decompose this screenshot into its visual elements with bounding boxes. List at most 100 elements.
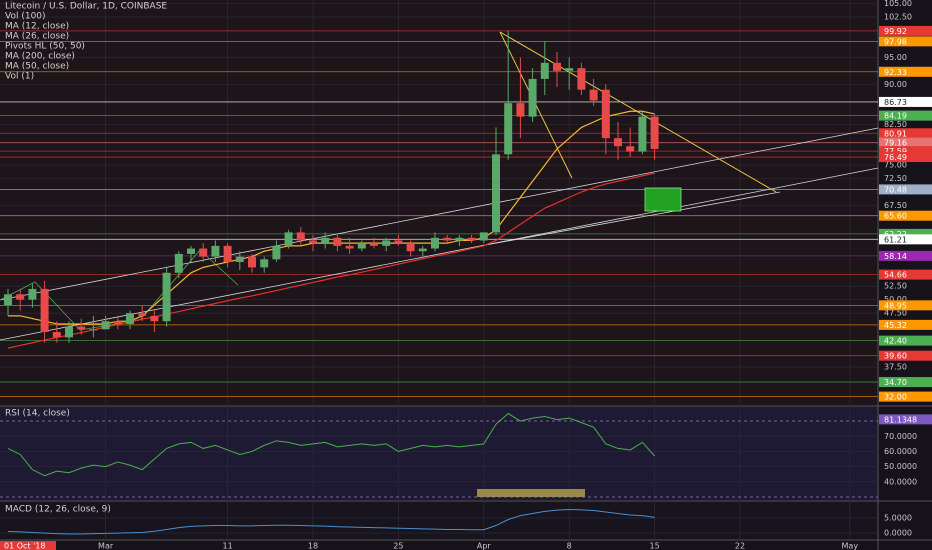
level-label: 84.19 (884, 112, 907, 121)
rsi-pane (0, 407, 878, 500)
candle-body (370, 243, 378, 246)
level-label: 99.92 (884, 27, 907, 36)
candle-body (577, 68, 586, 90)
legend-item: Pivots HL (50, 50) (5, 42, 85, 52)
y-tick-label: 40.0000 (884, 477, 917, 486)
x-tick-label: May (842, 542, 859, 550)
candle-body (614, 138, 622, 147)
level-tag (879, 300, 932, 311)
candle-body (223, 245, 232, 262)
candle-body (406, 243, 415, 252)
candle-body (101, 321, 110, 330)
candle-body (431, 237, 439, 249)
indicator-line (7, 412, 655, 477)
level-tag (879, 25, 932, 36)
candle-body (52, 331, 61, 338)
level-label: 45.32 (884, 321, 907, 330)
chart-title: Litecoin / U.S. Dollar, 1D, COINBASE (5, 2, 167, 12)
level-label: 61.21 (884, 235, 907, 244)
y-tick-label: 72.50 (884, 174, 907, 183)
pane-title: MACD (12, 26, close, 9) (5, 505, 111, 515)
level-tag (879, 335, 932, 346)
candle-body (40, 288, 49, 332)
indicator-line (7, 509, 655, 535)
x-tick-label: 18 (308, 542, 318, 550)
marks (4, 30, 659, 535)
legend-item: Vol (1) (5, 72, 34, 82)
level-tag (879, 146, 932, 157)
level-label: 77.59 (884, 147, 907, 156)
candle-body (296, 232, 305, 241)
candle-body (626, 146, 635, 152)
drawings (0, 31, 879, 498)
level-tag (879, 184, 932, 195)
candle-body (418, 248, 427, 252)
y-tick-label: 95.00 (884, 53, 907, 62)
level-tag (879, 228, 932, 239)
macd-pane (0, 502, 878, 540)
candle-body (443, 237, 452, 241)
y-tick-label: 37.50 (884, 362, 907, 371)
level-tag (879, 269, 932, 280)
y-tick-label: 0.0000 (884, 529, 912, 538)
candle-body (16, 294, 25, 300)
channel-line (0, 167, 879, 341)
candle-body (260, 259, 269, 268)
date-label: 01 Oct '18 (4, 542, 45, 550)
y-tick-label: 60.0000 (884, 447, 917, 456)
legend-item: MA (12, close) (5, 22, 69, 32)
candle-body (601, 89, 610, 139)
x-tick-label: 11 (223, 542, 233, 550)
y-tick-label: 47.50 (884, 309, 907, 318)
candle-body (150, 315, 159, 322)
level-label: 86.73 (884, 98, 907, 107)
level-tag (879, 414, 932, 425)
candle-body (479, 232, 488, 241)
target-box (644, 187, 682, 212)
candle-body (650, 116, 659, 149)
candle-body (455, 237, 464, 241)
level-tag (879, 210, 932, 221)
candle-body (235, 256, 244, 262)
x-tick-label: 8 (567, 542, 572, 550)
price-pane (0, 0, 878, 405)
level-tag (879, 36, 932, 47)
candle-body (126, 313, 134, 324)
candle-body (528, 78, 537, 117)
y-tick-label: 75.00 (884, 161, 907, 170)
candle-body (589, 89, 598, 101)
y-tick-label: 50.0000 (884, 462, 917, 471)
level-label: 48.95 (884, 301, 907, 310)
channel-line (0, 127, 879, 301)
x-tick-label: Mar (98, 542, 114, 550)
candle-body (333, 237, 342, 246)
level-label: 70.48 (884, 185, 907, 194)
y-tick-label: 67.50 (884, 201, 907, 210)
x-tick-label: 15 (650, 542, 660, 550)
candle-body (492, 154, 500, 233)
candle-body (89, 329, 98, 331)
candle-body (382, 240, 391, 246)
level-tag (879, 391, 932, 402)
level-label: 39.60 (884, 352, 907, 361)
candle-body (467, 237, 476, 241)
y-tick-label: 90.00 (884, 80, 907, 89)
level-tag (879, 96, 932, 107)
level-tag (879, 250, 932, 261)
channel-line (479, 191, 781, 247)
candle-body (65, 326, 73, 338)
y-tick-label: 105.00 (884, 0, 912, 8)
level-label: 42.40 (884, 337, 907, 346)
candle-body (174, 253, 183, 273)
candle-body (248, 256, 256, 268)
candle-body (345, 245, 354, 249)
y-tick-label: 5.0000 (884, 513, 912, 522)
level-tag (879, 66, 932, 77)
level-tag (879, 319, 932, 330)
level-label: 32.00 (884, 393, 907, 402)
level-tag (879, 234, 932, 245)
legend-item: MA (200, close) (5, 52, 75, 62)
pane-title: RSI (14, close) (5, 409, 70, 419)
candle-body (77, 326, 86, 330)
grid (0, 0, 878, 540)
